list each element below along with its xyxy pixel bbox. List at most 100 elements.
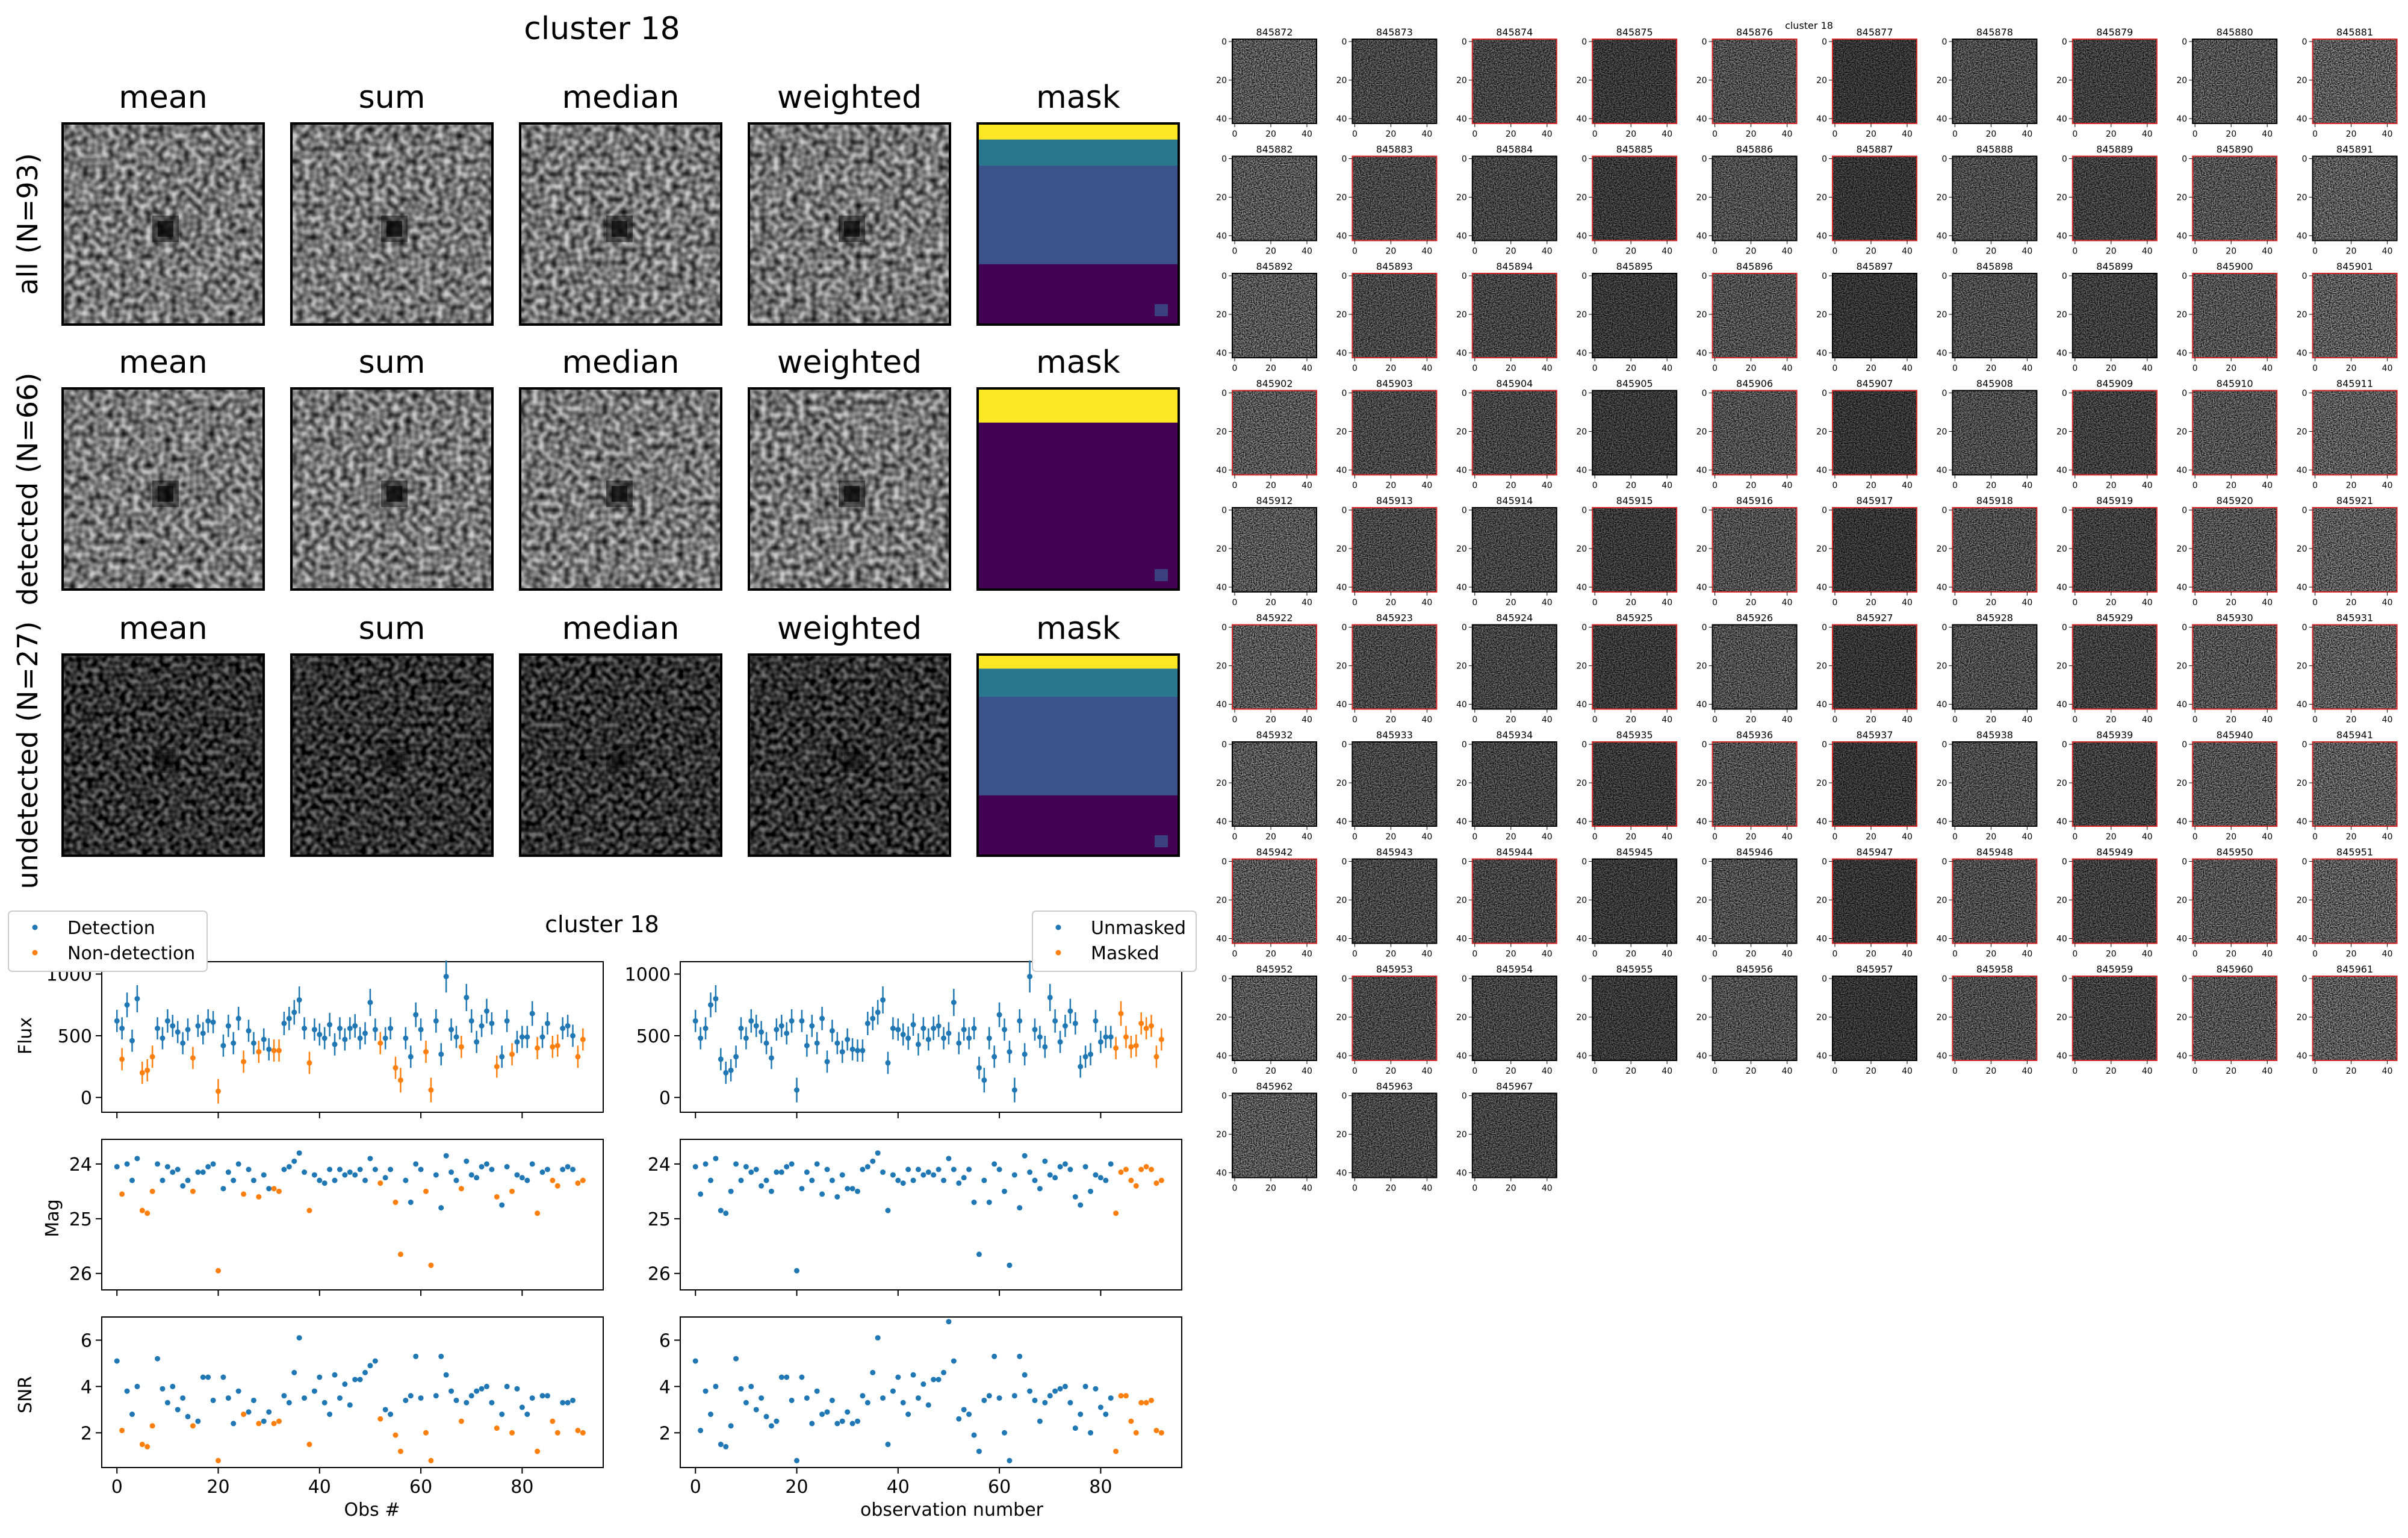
- thumbnail-x-tick-label: 20: [2346, 129, 2357, 139]
- thumbnail-frame: [1232, 155, 1317, 241]
- thumbnail-noise: [1712, 859, 1797, 944]
- data-point: [880, 1395, 886, 1401]
- data-point: [155, 1356, 161, 1362]
- thumbnail-y-tick-label: 40: [2176, 935, 2187, 944]
- thumbnail-label: 845915: [1616, 495, 1653, 506]
- data-point: [794, 1457, 800, 1463]
- thumbnail-y-tick-label: 0: [1822, 506, 1827, 515]
- data-point: [1138, 1166, 1144, 1172]
- thumbnail-noise: [2072, 273, 2157, 358]
- thumbnail-x-tick-label: 0: [1232, 247, 1238, 257]
- thumbnail-frame: [1592, 155, 1678, 241]
- thumbnail-label: 845919: [2096, 495, 2133, 506]
- data-point: [535, 1448, 541, 1454]
- thumbnail-frame: [2312, 741, 2398, 827]
- data-point: [185, 1177, 191, 1183]
- thumbnail-y-tick-label: 20: [1576, 662, 1587, 671]
- thumbnail-y-tick-label: 40: [2297, 114, 2307, 124]
- thumbnail-frame: [2071, 624, 2158, 710]
- thumbnail-x-tick-label: 20: [2346, 364, 2357, 373]
- data-point: [824, 1409, 830, 1415]
- thumbnail-y-tick-label: 20: [1456, 193, 1467, 203]
- thumbnail-y-tick-label: 20: [1816, 193, 1827, 203]
- thumbnail-x-tick-label: 40: [1782, 481, 1793, 491]
- thumbnail-y-tick-label: 40: [2176, 114, 2187, 124]
- thumbnail-x-tick-label: 20: [1625, 832, 1636, 842]
- data-point: [799, 1186, 805, 1192]
- source-core: [386, 221, 402, 237]
- thumbnail-y-tick-label: 0: [1702, 506, 1707, 515]
- thumbnail-x-tick-label: 0: [1472, 1184, 1477, 1194]
- data-point: [114, 1358, 120, 1364]
- thumbnail-x-tick-label: 20: [1746, 129, 1757, 139]
- thumbnail-y-tick-label: 0: [1341, 974, 1347, 984]
- thumbnail-x-tick-label: 20: [1985, 950, 1996, 959]
- y-tick-label: 6: [659, 1330, 671, 1351]
- data-point: [271, 1048, 277, 1054]
- thumbnail-x-tick-label: 0: [1952, 129, 1958, 139]
- thumbnail-noise: [1232, 859, 1317, 944]
- thumbnail-noise: [1712, 273, 1797, 358]
- thumbnail-x-tick-label: 20: [1866, 832, 1876, 842]
- thumbnail-noise: [1952, 742, 2037, 826]
- thumbnail-y-tick-label: 0: [1941, 389, 1947, 399]
- thumbnail-label: 845949: [2096, 847, 2133, 858]
- thumbnail-y-tick-label: 40: [1937, 114, 1947, 124]
- thumbnail-frame: [1952, 976, 2038, 1061]
- data-point: [996, 1166, 1002, 1172]
- data-point: [554, 1183, 560, 1189]
- thumbnail-x-tick-label: 0: [2312, 832, 2318, 842]
- data-point: [276, 1048, 282, 1054]
- thumbnail-frame: [1232, 858, 1317, 944]
- data-point: [544, 1393, 550, 1399]
- thumbnail-frame: [1351, 273, 1438, 358]
- data-point: [296, 997, 302, 1003]
- thumbnail-x-tick-label: 40: [1902, 832, 1913, 842]
- data-point: [428, 1262, 434, 1268]
- thumbnail-x-tick-label: 20: [2226, 247, 2236, 257]
- data-point: [397, 1448, 403, 1454]
- thumbnail-x-tick-label: 40: [2382, 950, 2393, 959]
- thumbnail-label: 845934: [1496, 729, 1533, 741]
- thumbnail-frame: [1832, 39, 1917, 124]
- data-point: [524, 1177, 530, 1183]
- thumbnail-noise: [1952, 976, 2037, 1060]
- source-core: [386, 752, 402, 768]
- thumbnail-y-tick-label: 20: [1336, 662, 1347, 671]
- thumbnail-noise: [1712, 976, 1797, 1060]
- data-point: [560, 1399, 566, 1406]
- thumbnail-y-tick-label: 20: [2176, 310, 2187, 320]
- data-point: [753, 1166, 759, 1172]
- data-point: [235, 1015, 241, 1021]
- stack-image-frame: [748, 122, 951, 326]
- thumbnail-x-tick-label: 20: [2226, 715, 2236, 725]
- thumbnail-y-tick-label: 20: [2297, 428, 2307, 437]
- thumbnail-x-tick-label: 40: [1902, 1066, 1913, 1076]
- data-point: [489, 1166, 495, 1172]
- data-point: [302, 1169, 308, 1175]
- thumbnail-frame: [1592, 39, 1678, 124]
- data-point: [337, 1166, 343, 1172]
- y-tick-label: 2: [81, 1423, 92, 1444]
- data-point: [514, 1039, 520, 1045]
- thumbnail-frame: [1351, 624, 1438, 710]
- thumbnail-y-tick-label: 40: [1456, 1051, 1467, 1061]
- thumbnail-y-tick-label: 0: [1462, 155, 1467, 164]
- data-point: [692, 1018, 698, 1024]
- data-point: [839, 1418, 845, 1424]
- thumbnail-y-tick-label: 20: [1937, 896, 1947, 906]
- data-point: [1032, 1177, 1038, 1183]
- thumbnail-frame: [1711, 858, 1798, 944]
- data-point: [524, 1034, 530, 1040]
- thumbnail-x-tick-label: 20: [1746, 950, 1757, 959]
- thumbnail-noise: [2312, 976, 2397, 1060]
- data-point: [448, 1027, 455, 1033]
- thumbnail-x-tick-label: 0: [1472, 715, 1477, 725]
- thumbnail-label: 845930: [2217, 612, 2253, 624]
- thumbnail-y-tick-label: 40: [1216, 349, 1227, 358]
